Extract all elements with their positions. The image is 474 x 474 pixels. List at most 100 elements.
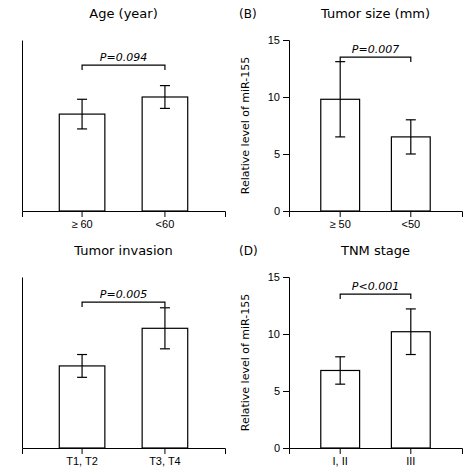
y-tick-mark (283, 40, 289, 41)
error-cap (335, 356, 345, 357)
error-bar (335, 357, 345, 384)
error-line (410, 309, 411, 355)
significance-bracket (340, 57, 411, 62)
x-axis: ≥ 60 <60 (23, 211, 226, 230)
x-tick-label: <50 (401, 218, 420, 230)
x-tick-mark (82, 211, 83, 217)
x-tick-label: <60 (156, 218, 175, 230)
marks (59, 302, 187, 448)
y-tick-mark (283, 334, 289, 335)
title: Tumor size (mm) (320, 6, 430, 21)
error-line (340, 62, 341, 137)
y-tick-label: 15 (268, 271, 280, 283)
p-value: P=0.007 (352, 43, 399, 56)
y-tick: 10 (268, 328, 289, 340)
y-axis-line (22, 278, 23, 449)
panel: P<0.001 I, II III 0 5 10 15 TNM stage Relative l… (239, 243, 463, 467)
title: TNM stage (340, 243, 410, 258)
error-cap (77, 377, 87, 378)
significance-bracket (82, 302, 165, 307)
error-bar (77, 99, 87, 129)
marks (59, 65, 187, 211)
y-tick: 0 (274, 442, 289, 454)
annotations: P=0.005 (100, 288, 147, 301)
x-tick-label: ≥ 50 (330, 218, 351, 230)
marks (321, 294, 430, 448)
error-cap (77, 99, 87, 100)
x-tick: T3, T4 (149, 448, 181, 467)
y-tick-mark (283, 391, 289, 392)
figure: P=0.094≥ 60<60Age (year)P=0.007≥ 50<5005… (0, 0, 474, 474)
x-tick: ≥ 50 (330, 211, 351, 230)
title: Age (year) (89, 6, 157, 21)
y-axis-line (283, 41, 290, 212)
x-tick-label: T3, T4 (149, 455, 181, 467)
x-tick-mark (410, 211, 411, 217)
x-axis-line (23, 449, 226, 455)
error-cap (335, 136, 345, 137)
y-tick-label: 0 (274, 205, 280, 217)
x-tick: <50 (401, 211, 420, 230)
error-cap (77, 128, 87, 129)
p-value: P<0.001 (352, 280, 399, 293)
y-tick-label: 0 (274, 442, 280, 454)
y-tick: 0 (274, 205, 289, 217)
x-tick-label: III (406, 455, 415, 467)
x-axis-line (290, 212, 463, 218)
error-cap (77, 354, 87, 355)
y-tick-mark (283, 277, 289, 278)
error-cap (160, 348, 170, 349)
x-tick: T1, T2 (66, 448, 98, 467)
x-tick-mark (82, 448, 83, 454)
y-tick-label: 10 (268, 91, 280, 103)
y-tick-label: 10 (268, 328, 280, 340)
x-axis: ≥ 50 <50 (290, 211, 463, 230)
error-cap (160, 85, 170, 86)
error-bar (77, 355, 87, 378)
x-tick-mark (164, 448, 165, 454)
y-axis-title: Relative level of miR-155 (239, 57, 252, 195)
error-cap (160, 108, 170, 109)
y-tick: 5 (274, 385, 289, 397)
significance-bracket (340, 294, 411, 299)
y-tick-mark (283, 154, 289, 155)
x-tick-mark (340, 211, 341, 217)
error-cap (406, 119, 416, 120)
x-tick-label: T1, T2 (66, 455, 98, 467)
error-line (410, 120, 411, 154)
x-tick-mark (164, 211, 165, 217)
panel: P=0.094≥ 60<60Age (year) (23, 6, 226, 230)
y-tick: 15 (268, 34, 289, 46)
x-axis: I, II III (290, 448, 463, 467)
error-bar (335, 62, 345, 137)
y-axis (22, 278, 23, 449)
error-cap (406, 153, 416, 154)
y-tick-label: 15 (268, 34, 280, 46)
y-tick: 15 (268, 271, 289, 283)
y-tick: 10 (268, 91, 289, 103)
panel-label: (B) (239, 7, 257, 21)
bar (59, 366, 105, 448)
y-axis-title: Relative level of miR-155 (239, 294, 252, 432)
p-value: P=0.005 (100, 288, 147, 301)
title: Tumor invasion (73, 243, 172, 258)
y-tick-label: 5 (274, 148, 280, 160)
error-bar (406, 120, 416, 154)
error-line (81, 99, 82, 129)
x-tick: I, II (333, 448, 348, 467)
y-tick-mark (283, 211, 289, 212)
y-axis-line (22, 41, 23, 212)
x-tick: ≥ 60 (71, 211, 92, 230)
panel: P=0.007 ≥ 50 <50 0 5 10 15 Tumor size (mm) Relat… (239, 6, 463, 230)
error-line (81, 355, 82, 378)
y-axis: 0 5 10 15 (268, 34, 290, 217)
x-axis: T1, T2 T3, T4 (23, 448, 226, 467)
bar (142, 97, 188, 211)
annotations: P<0.001 (352, 280, 399, 293)
x-tick: III (406, 448, 415, 467)
annotations: P=0.007 (352, 43, 399, 56)
panel: P=0.005 T1, T2 T3, T4 Tumor invasion (23, 243, 226, 467)
x-tick-mark (340, 448, 341, 454)
error-bar (160, 308, 170, 349)
panel-label: (D) (239, 244, 258, 258)
